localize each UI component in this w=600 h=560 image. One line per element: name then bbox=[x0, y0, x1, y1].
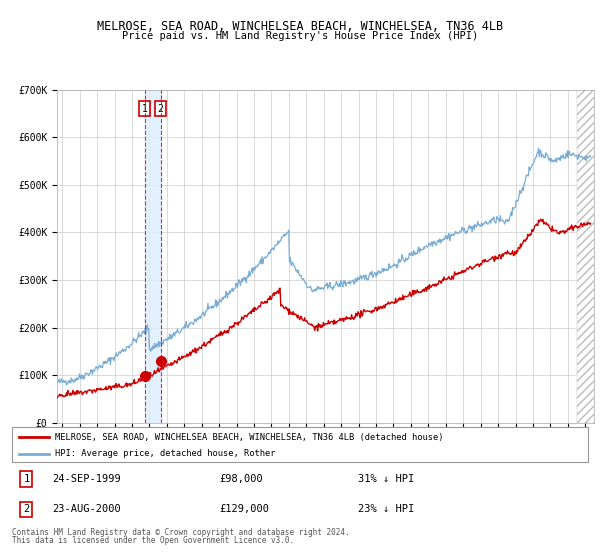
Text: 2: 2 bbox=[23, 505, 29, 515]
Text: Contains HM Land Registry data © Crown copyright and database right 2024.: Contains HM Land Registry data © Crown c… bbox=[12, 528, 350, 537]
Text: 23-AUG-2000: 23-AUG-2000 bbox=[52, 505, 121, 515]
Text: 23% ↓ HPI: 23% ↓ HPI bbox=[358, 505, 414, 515]
Text: 24-SEP-1999: 24-SEP-1999 bbox=[52, 474, 121, 484]
Text: HPI: Average price, detached house, Rother: HPI: Average price, detached house, Roth… bbox=[55, 449, 276, 458]
Text: 1: 1 bbox=[142, 104, 148, 114]
Text: 1: 1 bbox=[23, 474, 29, 484]
Text: MELROSE, SEA ROAD, WINCHELSEA BEACH, WINCHELSEA, TN36 4LB: MELROSE, SEA ROAD, WINCHELSEA BEACH, WIN… bbox=[97, 20, 503, 32]
Text: Price paid vs. HM Land Registry's House Price Index (HPI): Price paid vs. HM Land Registry's House … bbox=[122, 31, 478, 41]
Bar bbox=[577, 90, 600, 423]
Text: MELROSE, SEA ROAD, WINCHELSEA BEACH, WINCHELSEA, TN36 4LB (detached house): MELROSE, SEA ROAD, WINCHELSEA BEACH, WIN… bbox=[55, 432, 444, 441]
Bar bbox=[145, 90, 161, 423]
Text: £129,000: £129,000 bbox=[220, 505, 269, 515]
Text: This data is licensed under the Open Government Licence v3.0.: This data is licensed under the Open Gov… bbox=[12, 536, 294, 545]
Text: 2: 2 bbox=[158, 104, 164, 114]
Text: 31% ↓ HPI: 31% ↓ HPI bbox=[358, 474, 414, 484]
Bar bbox=[577, 90, 600, 423]
Text: £98,000: £98,000 bbox=[220, 474, 263, 484]
